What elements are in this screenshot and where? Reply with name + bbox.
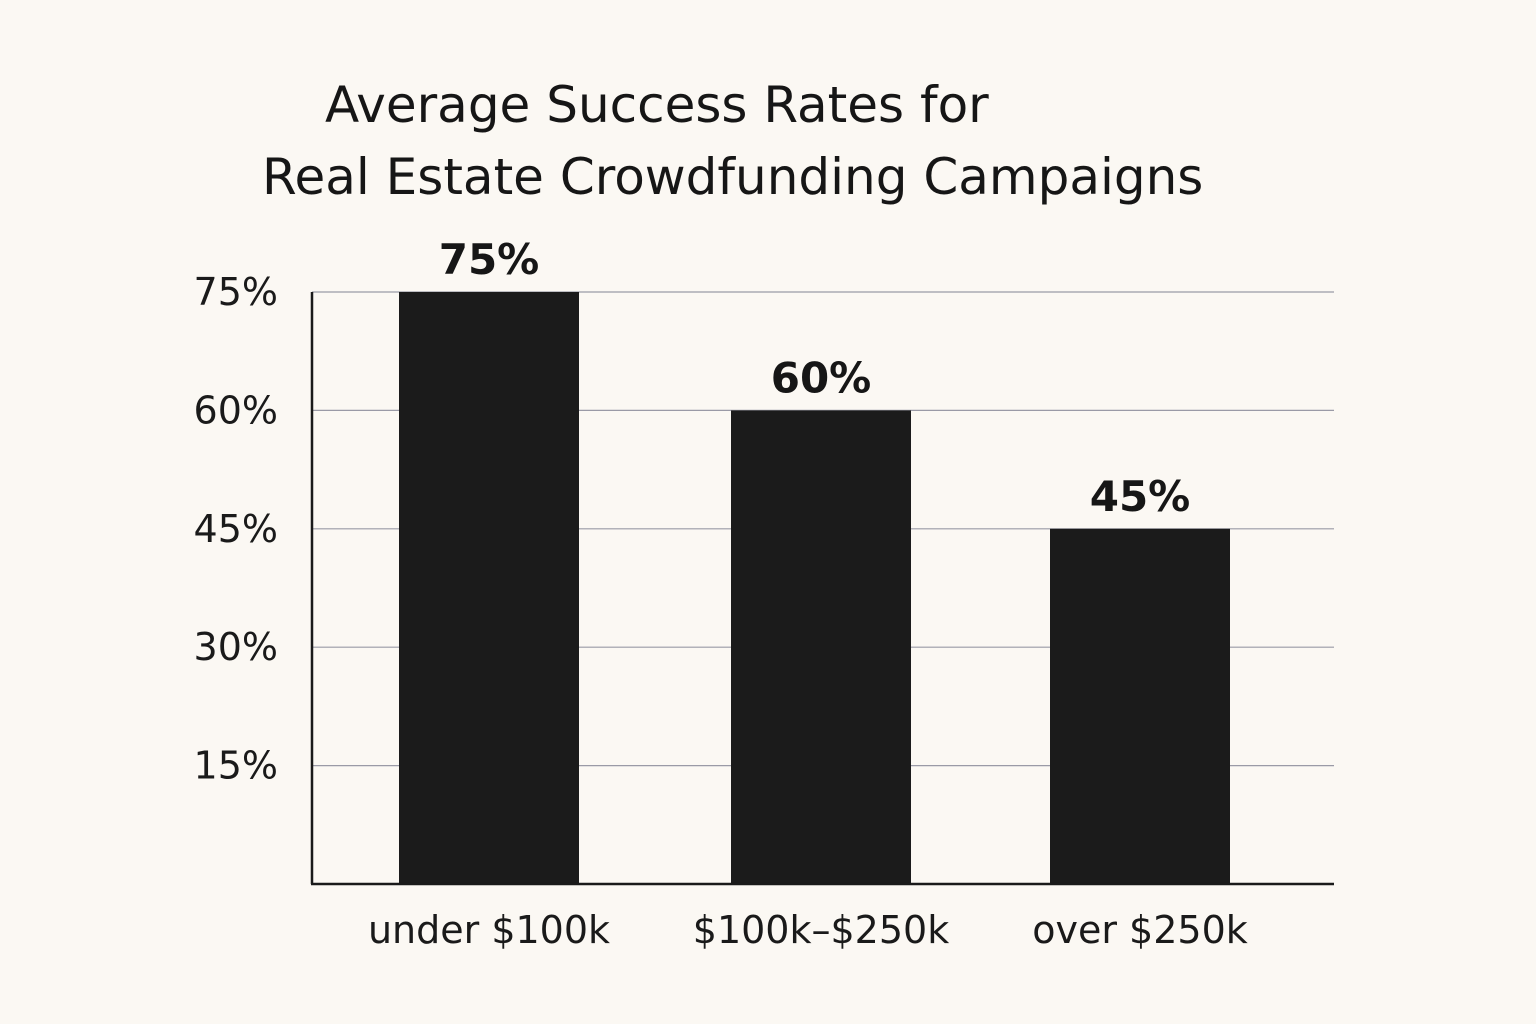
bar — [399, 292, 579, 884]
x-tick-label: under $100k — [368, 908, 610, 952]
chart-title-line-1: Average Success Rates for — [325, 76, 989, 134]
chart-title-line-2: Real Estate Crowdfunding Campaigns — [262, 148, 1203, 206]
x-tick-label: $100k–$250k — [693, 908, 949, 952]
data-label: 75% — [439, 235, 540, 284]
y-tick-label: 30% — [194, 625, 278, 669]
y-tick-label: 15% — [194, 744, 278, 788]
data-label: 45% — [1090, 472, 1191, 521]
y-tick-label: 75% — [194, 270, 278, 314]
y-tick-label: 45% — [194, 507, 278, 551]
bar — [731, 410, 911, 884]
data-label: 60% — [771, 353, 872, 402]
y-tick-label: 60% — [194, 388, 278, 432]
bar — [1050, 528, 1230, 884]
x-tick-label: over $250k — [1032, 908, 1248, 952]
